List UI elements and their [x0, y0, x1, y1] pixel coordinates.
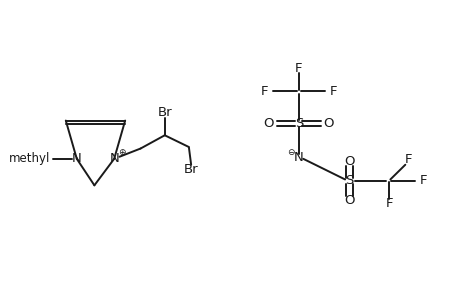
Text: N: N: [72, 152, 82, 165]
Text: F: F: [404, 153, 412, 166]
Text: S: S: [345, 174, 353, 188]
Text: O: O: [343, 155, 354, 168]
Text: N: N: [109, 152, 119, 165]
Text: O: O: [323, 117, 333, 130]
Text: Br: Br: [184, 163, 198, 176]
Text: F: F: [385, 197, 392, 210]
Text: F: F: [260, 85, 267, 98]
Text: ⊕: ⊕: [118, 148, 126, 158]
Text: F: F: [295, 62, 302, 75]
Text: O: O: [263, 117, 274, 130]
Text: Br: Br: [157, 106, 172, 119]
Text: ⊖: ⊖: [286, 148, 294, 157]
Text: S: S: [294, 117, 302, 130]
Text: O: O: [343, 194, 354, 207]
Text: N: N: [293, 151, 303, 164]
Text: methyl: methyl: [9, 152, 50, 165]
Text: F: F: [419, 174, 426, 188]
Text: F: F: [329, 85, 336, 98]
